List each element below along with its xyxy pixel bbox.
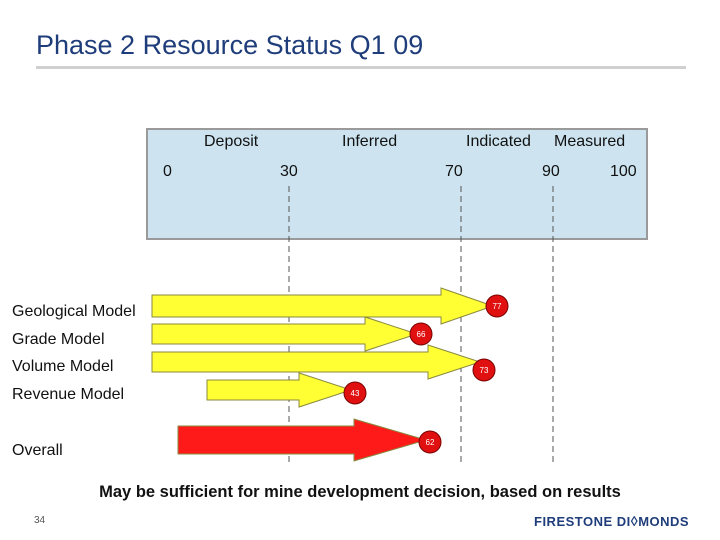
value-marker-label: 66 (417, 330, 426, 339)
company-logo: FIRESTONE DI◊MONDS (534, 513, 690, 529)
value-marker: 66 (409, 322, 433, 346)
scale-category-indicated: Indicated (466, 133, 531, 150)
value-marker: 62 (418, 430, 442, 454)
page-title: Phase 2 Resource Status Q1 09 (36, 30, 424, 60)
scale-tick-90: 90 (542, 163, 560, 180)
scale-category-inferred: Inferred (342, 133, 398, 150)
value-marker: 43 (343, 381, 367, 405)
value-marker-dot (472, 358, 496, 382)
scale-tick-70: 70 (445, 163, 463, 180)
arrow-grade-model (151, 316, 419, 352)
value-marker-dot (409, 322, 433, 346)
title-divider (36, 66, 686, 69)
row-label-grade-model: Grade Model (12, 331, 105, 348)
value-marker-dot (343, 381, 367, 405)
value-marker-dot (485, 294, 509, 318)
value-marker-label: 77 (493, 302, 502, 311)
scale-category-measured: Measured (554, 133, 626, 150)
row-label-geological-model: Geological Model (12, 303, 136, 320)
arrow-volume-model (151, 344, 482, 380)
arrow-overall (177, 418, 428, 462)
value-marker-dot (418, 430, 442, 454)
value-marker-label: 43 (351, 389, 360, 398)
value-marker-label: 62 (426, 438, 435, 447)
arrow-geological-model (151, 287, 495, 325)
row-label-volume-model: Volume Model (12, 358, 114, 375)
row-label-overall: Overall (12, 442, 63, 459)
scale-tick-100: 100 (610, 163, 637, 180)
value-marker-label: 73 (480, 366, 489, 375)
value-marker: 73 (472, 358, 496, 382)
scale-category-deposit: Deposit (204, 133, 259, 150)
arrow-revenue-model (206, 372, 353, 408)
value-marker: 77 (485, 294, 509, 318)
row-label-revenue-model: Revenue Model (12, 386, 125, 403)
resource-scale-box (146, 128, 648, 240)
page-number: 34 (34, 515, 46, 526)
scale-tick-0: 0 (163, 163, 172, 180)
conclusion-text: May be sufficient for mine development d… (99, 483, 621, 501)
scale-tick-30: 30 (280, 163, 298, 180)
